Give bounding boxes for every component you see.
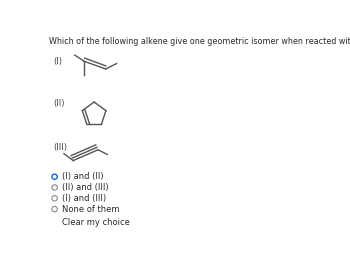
Text: (II) and (III): (II) and (III): [62, 183, 108, 192]
Text: Clear my choice: Clear my choice: [62, 218, 130, 227]
Circle shape: [54, 176, 56, 178]
Text: (II): (II): [53, 99, 64, 108]
Text: (I) and (III): (I) and (III): [62, 194, 106, 203]
Text: (I): (I): [53, 57, 62, 66]
Text: Which of the following alkene give one geometric isomer when reacted with one mo: Which of the following alkene give one g…: [49, 37, 350, 46]
Text: (I) and (II): (I) and (II): [62, 172, 103, 181]
Text: None of them: None of them: [62, 204, 119, 213]
Circle shape: [52, 174, 57, 179]
Text: (III): (III): [53, 143, 67, 152]
